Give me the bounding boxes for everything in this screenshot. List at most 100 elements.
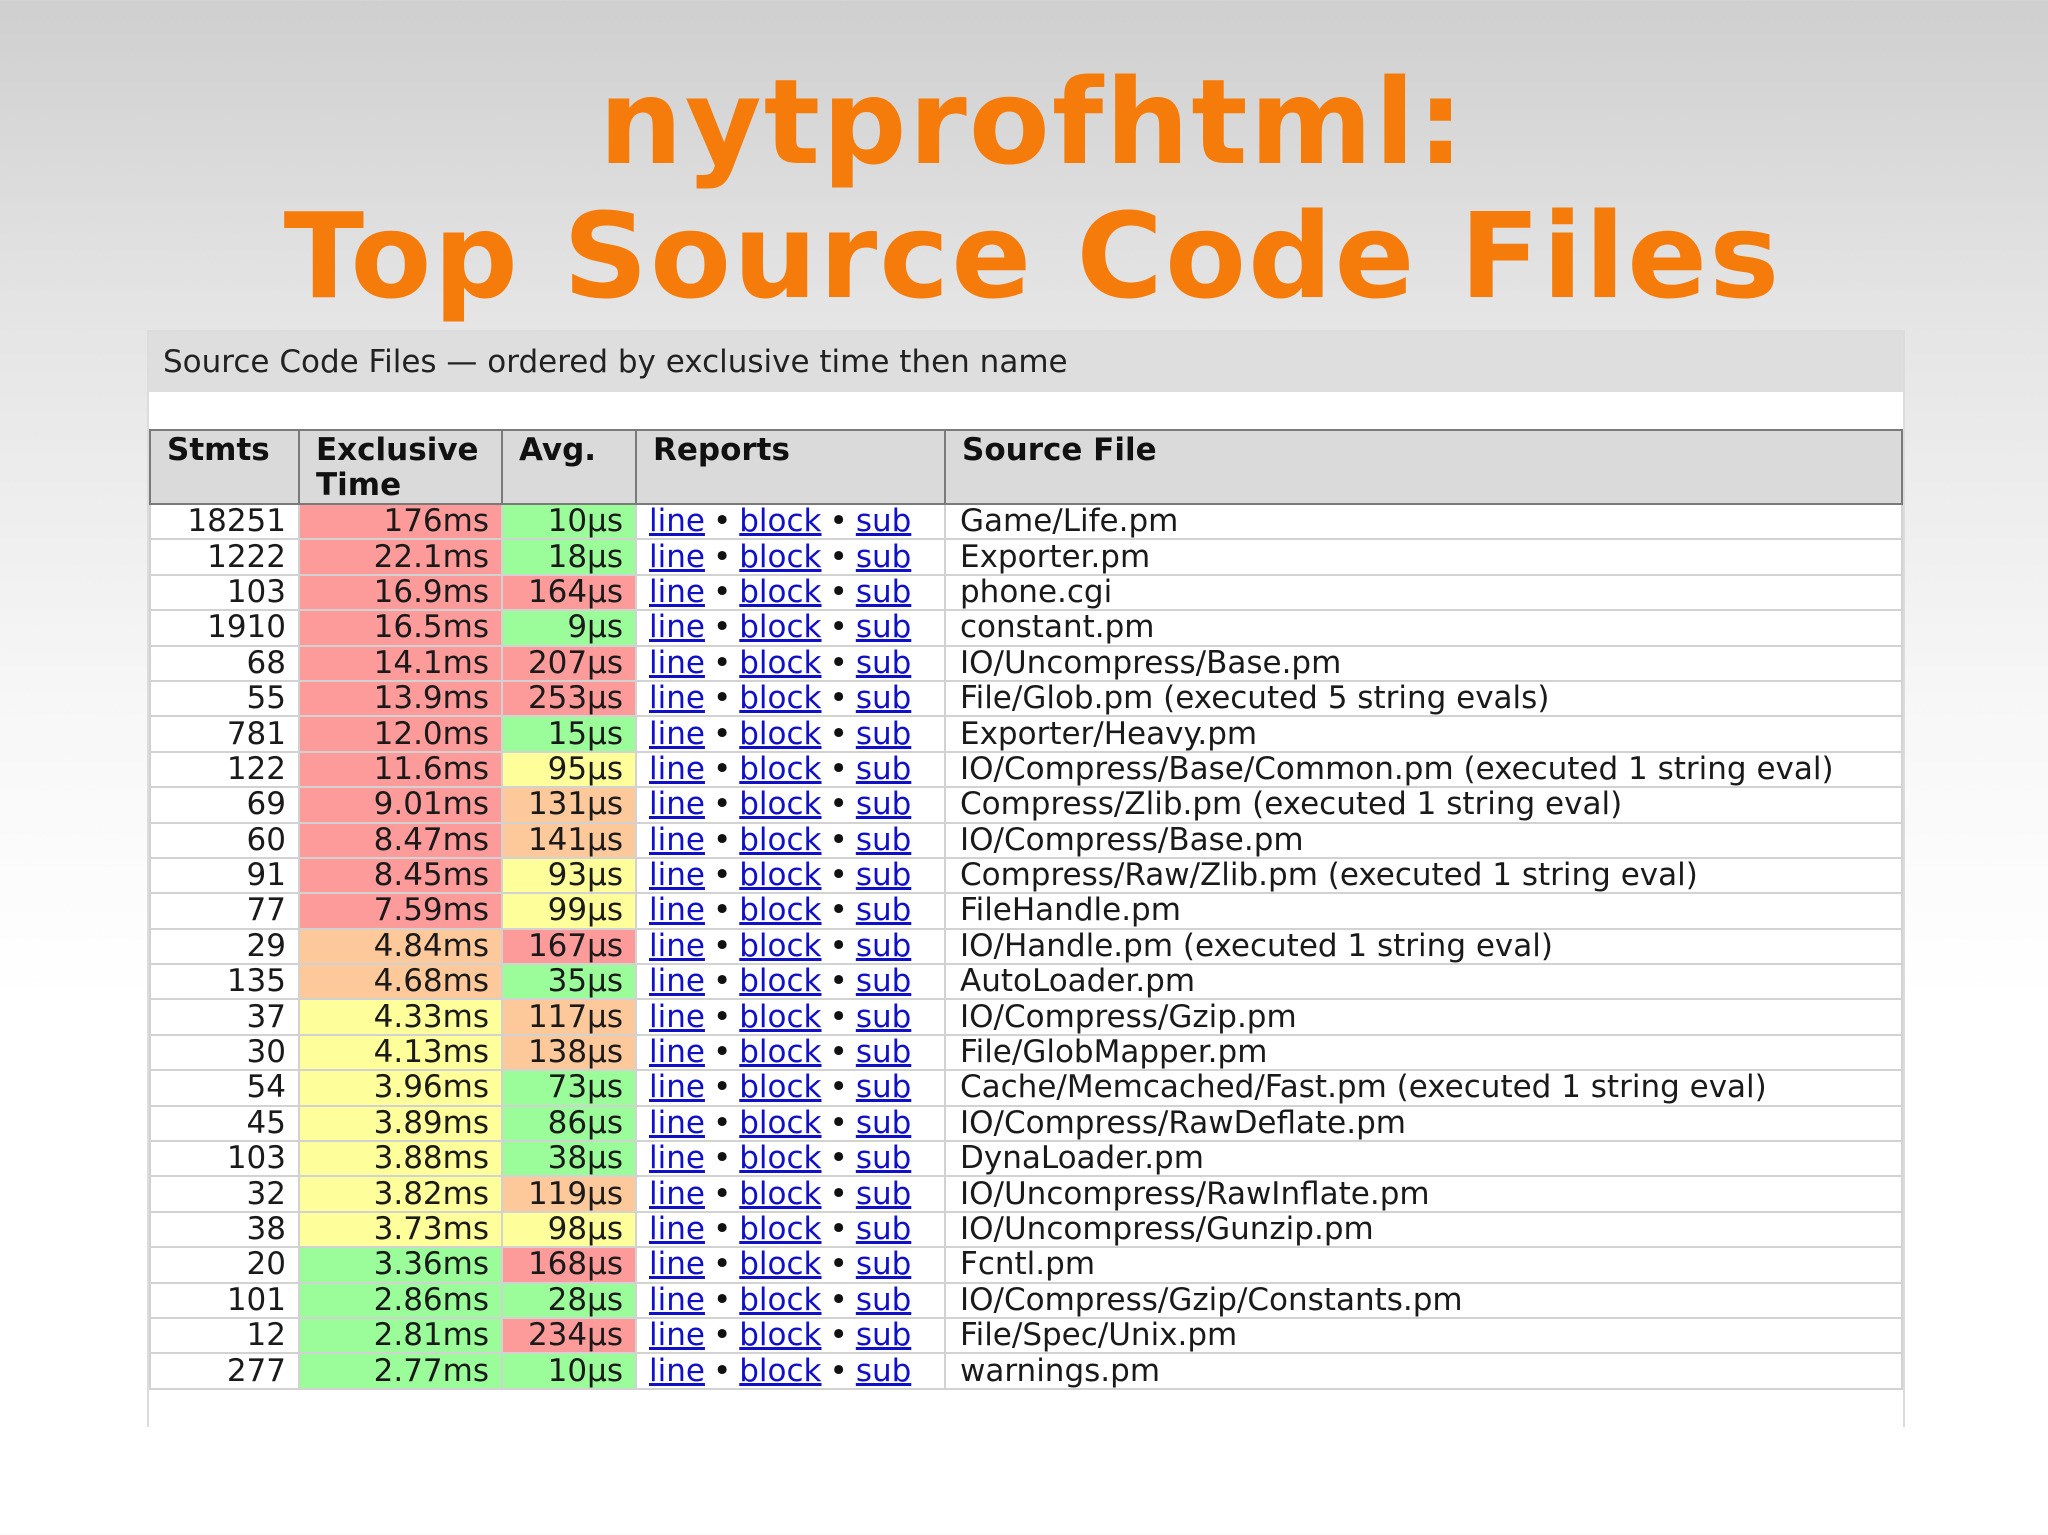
sub-report-link[interactable]: sub bbox=[855, 1176, 912, 1212]
block-report-link[interactable]: block bbox=[739, 1141, 822, 1177]
sub-report-link[interactable]: sub bbox=[855, 1105, 912, 1141]
line-report-link[interactable]: line bbox=[649, 787, 705, 823]
line-report-link[interactable]: line bbox=[649, 1070, 705, 1106]
column-header-stmts[interactable]: Stmts bbox=[149, 429, 300, 505]
block-report-link[interactable]: block bbox=[739, 1247, 822, 1283]
block-report-link[interactable]: block bbox=[739, 893, 822, 929]
block-report-link[interactable]: block bbox=[739, 504, 822, 540]
sub-report-link[interactable]: sub bbox=[855, 1070, 912, 1106]
block-report-link[interactable]: block bbox=[739, 1317, 822, 1354]
block-report-link[interactable]: block bbox=[739, 1353, 822, 1389]
sub-report-link[interactable]: sub bbox=[855, 893, 912, 929]
table-row: 68 14.1ms 207µs line • block • sub IO/Uncompress… bbox=[149, 644, 1903, 682]
sub-report-link[interactable]: sub bbox=[855, 645, 912, 681]
link-separator: • bbox=[712, 857, 732, 894]
link-separator: • bbox=[829, 1070, 848, 1106]
line-report-link[interactable]: line bbox=[649, 751, 705, 787]
sub-report-link[interactable]: sub bbox=[855, 574, 912, 610]
source-file-cell: IO/Compress/Base.pm bbox=[944, 821, 1903, 859]
sub-report-link[interactable]: sub bbox=[855, 751, 912, 787]
link-separator: • bbox=[829, 504, 848, 540]
block-report-link[interactable]: block bbox=[739, 1105, 822, 1141]
link-separator: • bbox=[712, 928, 732, 964]
sub-report-link[interactable]: sub bbox=[855, 539, 912, 575]
line-report-link[interactable]: line bbox=[649, 928, 705, 964]
block-report-link[interactable]: block bbox=[739, 928, 822, 964]
sub-report-link[interactable]: sub bbox=[855, 787, 912, 823]
block-report-link[interactable]: block bbox=[739, 574, 822, 610]
sub-report-link[interactable]: sub bbox=[855, 999, 912, 1035]
block-report-link[interactable]: block bbox=[739, 645, 822, 681]
reports-cell: line • block • sub bbox=[635, 573, 946, 612]
block-report-link[interactable]: block bbox=[739, 751, 822, 787]
block-report-link[interactable]: block bbox=[739, 787, 822, 823]
sub-report-link[interactable]: sub bbox=[855, 1353, 912, 1389]
reports-cell: line • block • sub bbox=[635, 1175, 946, 1213]
column-header-avg[interactable]: Avg. bbox=[501, 429, 637, 505]
block-report-link[interactable]: block bbox=[739, 716, 822, 752]
sub-report-link[interactable]: sub bbox=[855, 610, 912, 646]
exclusive-time-cell: 3.36ms bbox=[298, 1246, 503, 1284]
sub-report-link[interactable]: sub bbox=[855, 857, 912, 894]
line-report-link[interactable]: line bbox=[649, 1141, 705, 1177]
line-report-link[interactable]: line bbox=[649, 1353, 705, 1389]
line-report-link[interactable]: line bbox=[649, 893, 705, 929]
column-header-exclusive-time[interactable]: Exclusive Time bbox=[298, 429, 503, 505]
block-report-link[interactable]: block bbox=[739, 822, 822, 858]
block-report-link[interactable]: block bbox=[739, 999, 822, 1035]
block-report-link[interactable]: block bbox=[739, 680, 822, 717]
line-report-link[interactable]: line bbox=[649, 1034, 705, 1071]
sub-report-link[interactable]: sub bbox=[855, 680, 912, 717]
sub-report-link[interactable]: sub bbox=[855, 1247, 912, 1283]
sub-report-link[interactable]: sub bbox=[855, 1034, 912, 1071]
line-report-link[interactable]: line bbox=[649, 1247, 705, 1283]
line-report-link[interactable]: line bbox=[649, 504, 705, 540]
sub-report-link[interactable]: sub bbox=[855, 822, 912, 858]
table-row: 1910 16.5ms 9µs line • block • sub constant.pm bbox=[149, 609, 1903, 647]
sub-report-link[interactable]: sub bbox=[855, 964, 912, 1000]
block-report-link[interactable]: block bbox=[739, 1070, 822, 1106]
block-report-link[interactable]: block bbox=[739, 610, 822, 646]
line-report-link[interactable]: line bbox=[649, 1317, 705, 1354]
source-file-cell: IO/Handle.pm (executed 1 string eval) bbox=[944, 927, 1903, 966]
sub-report-link[interactable]: sub bbox=[855, 1211, 912, 1247]
table-row: 32 3.82ms 119µs line • block • sub IO/Uncompress… bbox=[149, 1175, 1903, 1213]
slide-title: nytprofhtml: Top Source Code Files bbox=[0, 55, 2048, 323]
column-header-reports[interactable]: Reports bbox=[635, 429, 946, 505]
line-report-link[interactable]: line bbox=[649, 999, 705, 1035]
column-header-source-file[interactable]: Source File bbox=[944, 429, 1903, 505]
sub-report-link[interactable]: sub bbox=[855, 1141, 912, 1177]
table-row: 30 4.13ms 138µs line • block • sub File/GlobMapp… bbox=[149, 1033, 1903, 1072]
sub-report-link[interactable]: sub bbox=[855, 1282, 912, 1318]
source-file-cell: Cache/Memcached/Fast.pm (executed 1 stri… bbox=[944, 1069, 1903, 1107]
block-report-link[interactable]: block bbox=[739, 857, 822, 894]
line-report-link[interactable]: line bbox=[649, 1176, 705, 1212]
line-report-link[interactable]: line bbox=[649, 857, 705, 894]
line-report-link[interactable]: line bbox=[649, 539, 705, 575]
sub-report-link[interactable]: sub bbox=[855, 928, 912, 964]
line-report-link[interactable]: line bbox=[649, 610, 705, 646]
link-separator: • bbox=[829, 1282, 848, 1318]
block-report-link[interactable]: block bbox=[739, 1282, 822, 1318]
block-report-link[interactable]: block bbox=[739, 1176, 822, 1212]
avg-cell: 93µs bbox=[501, 856, 637, 895]
block-report-link[interactable]: block bbox=[739, 539, 822, 575]
line-report-link[interactable]: line bbox=[649, 680, 705, 717]
stmts-cell: 38 bbox=[149, 1210, 300, 1249]
block-report-link[interactable]: block bbox=[739, 964, 822, 1000]
line-report-link[interactable]: line bbox=[649, 1105, 705, 1141]
sub-report-link[interactable]: sub bbox=[855, 716, 912, 752]
line-report-link[interactable]: line bbox=[649, 964, 705, 1000]
sub-report-link[interactable]: sub bbox=[855, 504, 912, 540]
line-report-link[interactable]: line bbox=[649, 645, 705, 681]
avg-cell: 138µs bbox=[501, 1033, 637, 1072]
exclusive-time-cell: 2.86ms bbox=[298, 1281, 503, 1319]
line-report-link[interactable]: line bbox=[649, 822, 705, 858]
block-report-link[interactable]: block bbox=[739, 1034, 822, 1071]
line-report-link[interactable]: line bbox=[649, 1211, 705, 1247]
line-report-link[interactable]: line bbox=[649, 574, 705, 610]
line-report-link[interactable]: line bbox=[649, 1282, 705, 1318]
sub-report-link[interactable]: sub bbox=[855, 1317, 912, 1354]
block-report-link[interactable]: block bbox=[739, 1211, 822, 1247]
line-report-link[interactable]: line bbox=[649, 716, 705, 752]
